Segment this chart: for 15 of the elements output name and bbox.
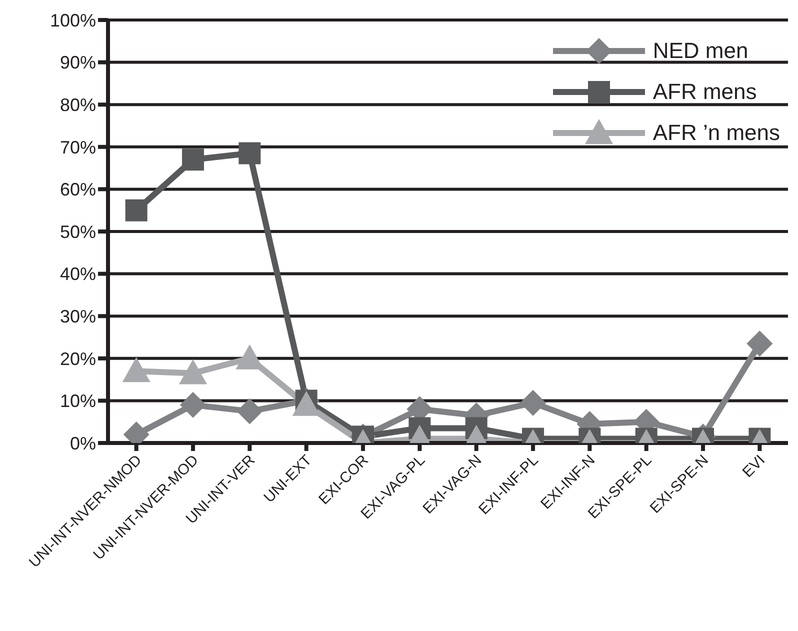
- y-tick-label: 60%: [60, 180, 96, 200]
- y-tick-label: 0%: [70, 433, 96, 454]
- y-tick-label: 10%: [60, 391, 96, 412]
- y-tick-label: 80%: [60, 94, 96, 115]
- legend-label: NED men: [652, 38, 748, 64]
- y-tick-label: 90%: [60, 52, 96, 73]
- legend-label: AFR ’n mens: [652, 120, 780, 146]
- legend-label: AFR mens: [652, 78, 757, 104]
- y-tick-label: 100%: [50, 10, 96, 30]
- y-tick-label: 20%: [60, 348, 96, 369]
- y-tick-label: 40%: [60, 264, 96, 284]
- y-tick-label: 70%: [60, 137, 96, 158]
- y-tick-label: 30%: [60, 306, 96, 326]
- y-tick-label: 50%: [60, 222, 96, 242]
- x-tick-label: EVI: [739, 452, 768, 481]
